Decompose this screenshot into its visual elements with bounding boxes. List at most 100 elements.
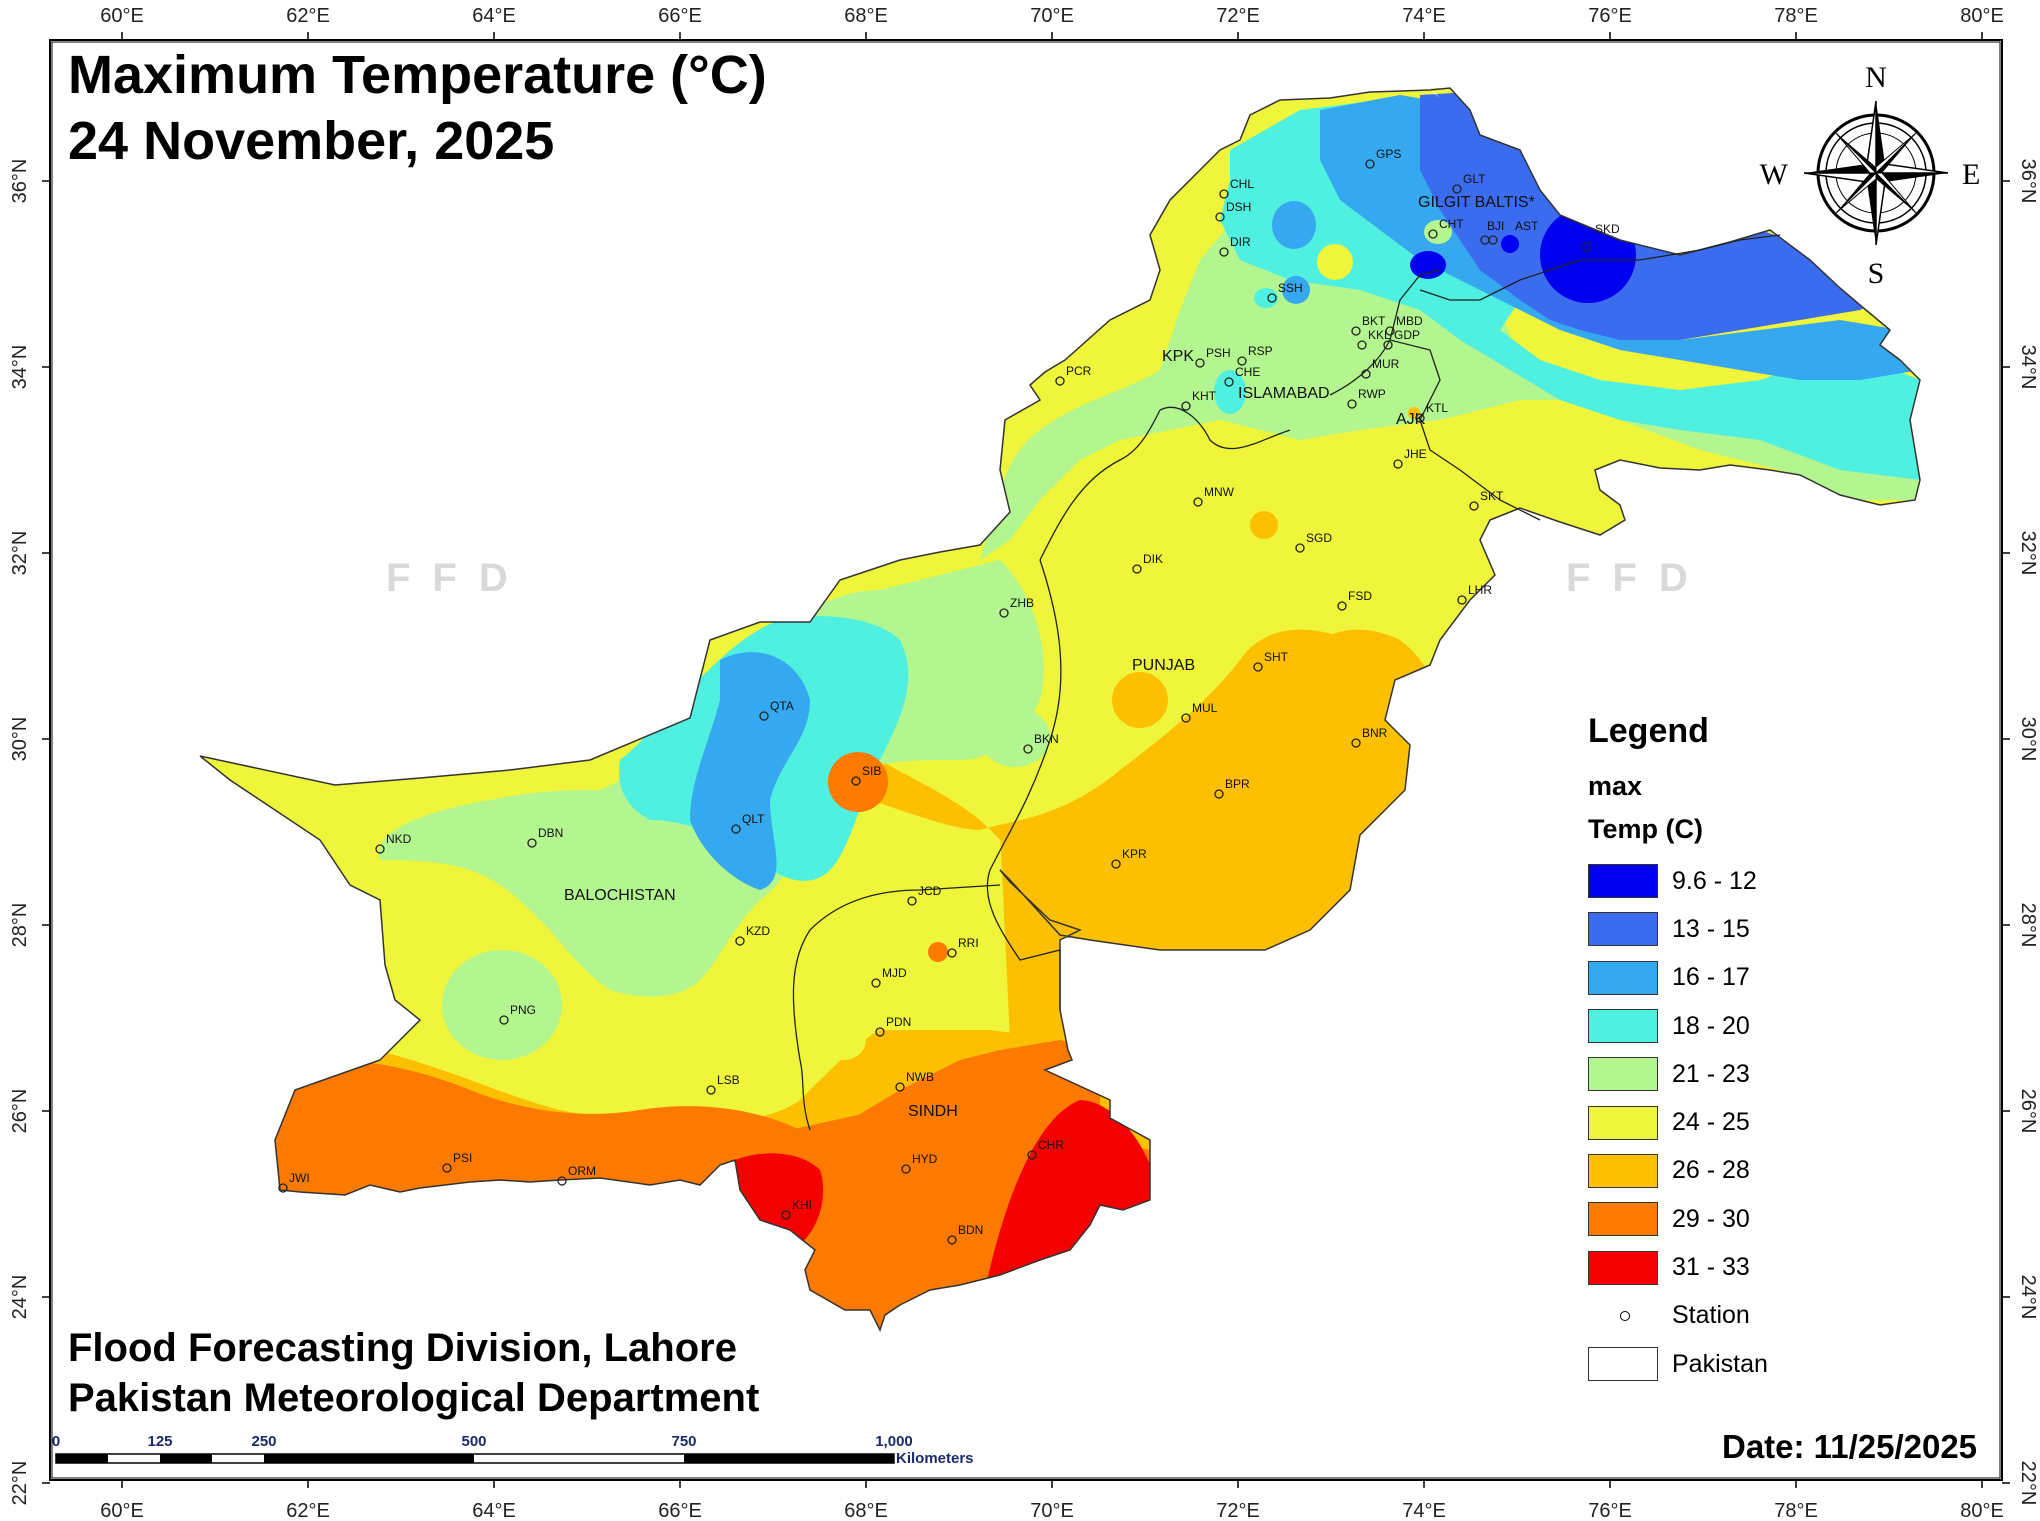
station-marker-icon[interactable] (907, 896, 917, 906)
longitude-label: 70°E (1030, 1500, 1074, 1521)
station-marker-icon[interactable] (1195, 358, 1205, 368)
station-marker-icon[interactable] (781, 1210, 791, 1220)
region-labels: GILGIT BALTIS* KPK ISLAMABAD AJK PUNJAB … (564, 194, 1535, 1120)
station-marker-icon[interactable] (1219, 189, 1229, 199)
station-marker-icon[interactable] (871, 978, 881, 988)
station-marker-icon[interactable] (851, 776, 861, 786)
station-code-label: GDP (1394, 328, 1420, 342)
station-marker-icon[interactable] (1383, 340, 1393, 350)
station-marker-icon[interactable] (1347, 399, 1357, 409)
latitude-label: 34°N (9, 345, 31, 390)
latitude-label: 28°N (9, 903, 31, 948)
station-marker-icon[interactable] (1237, 356, 1247, 366)
station-marker-icon[interactable] (557, 1176, 567, 1186)
station-marker-icon[interactable] (375, 844, 385, 854)
latitude-ticks-left: 22°N 24°N 26°N 28°N 30°N 32°N 34°N 36°N (9, 159, 50, 1506)
station-marker-icon[interactable] (1351, 326, 1361, 336)
station-marker-icon[interactable] (1181, 713, 1191, 723)
legend-class-label: 21 - 23 (1672, 1059, 1750, 1088)
station-marker-icon[interactable] (731, 824, 741, 834)
north-arrow-compass: N S E W (1760, 61, 1981, 290)
longitude-label: 68°E (844, 5, 888, 27)
legend-class-row: 26 - 28 (1588, 1147, 1818, 1195)
scale-tick-label: 125 (147, 1433, 172, 1450)
station-marker-icon[interactable] (1215, 212, 1225, 222)
station-marker-icon[interactable] (947, 1235, 957, 1245)
longitude-label: 66°E (658, 1500, 702, 1521)
watermark-right: FFD (1566, 556, 1710, 600)
station-code-label: PDN (886, 1015, 911, 1029)
station-marker-icon[interactable] (1582, 242, 1592, 252)
station-marker-icon[interactable] (1132, 564, 1142, 574)
latitude-label: 32°N (2017, 531, 2039, 576)
latitude-label: 26°N (2017, 1089, 2039, 1134)
station-marker-icon[interactable] (278, 1183, 288, 1193)
station-marker-icon[interactable] (1295, 543, 1305, 553)
station-marker-icon[interactable] (1027, 1150, 1037, 1160)
station-marker-icon[interactable] (1023, 744, 1033, 754)
station-marker-icon[interactable] (527, 838, 537, 848)
scale-tick-label: 1,000 (875, 1433, 913, 1450)
legend-class-label: 26 - 28 (1672, 1156, 1750, 1185)
latitude-label: 32°N (9, 531, 31, 576)
latitude-label: 22°N (9, 1461, 31, 1506)
station-marker-icon[interactable] (1267, 293, 1277, 303)
station-code-label: PSH (1206, 346, 1231, 360)
scale-tick-label: 250 (251, 1433, 276, 1450)
station-marker-icon[interactable] (1393, 459, 1403, 469)
station-marker-icon[interactable] (1214, 789, 1224, 799)
station-marker-icon[interactable] (1337, 601, 1347, 611)
station-marker-icon[interactable] (1351, 738, 1361, 748)
boundary-swatch (1588, 1347, 1658, 1382)
station-marker-icon[interactable] (875, 1027, 885, 1037)
scale-tick-label: 500 (461, 1433, 486, 1450)
station-marker-icon[interactable] (1361, 369, 1371, 379)
legend-class-row: 18 - 20 (1588, 1002, 1818, 1050)
credit-division: Flood Forecasting Division, Lahore (68, 1326, 737, 1370)
station-marker-icon[interactable] (759, 711, 769, 721)
legend-swatch (1588, 1153, 1658, 1188)
station-marker-icon[interactable] (1181, 401, 1191, 411)
station-marker-icon[interactable] (442, 1163, 452, 1173)
station-marker-icon[interactable] (1111, 859, 1121, 869)
region-label-punjab: PUNJAB (1132, 657, 1195, 674)
station-marker-icon[interactable] (1469, 501, 1479, 511)
station-marker-icon[interactable] (1193, 497, 1203, 507)
station-code-label: KKL (1368, 328, 1391, 342)
scale-tick-label: 750 (671, 1433, 696, 1450)
latitude-label: 36°N (2017, 159, 2039, 204)
legend-class-label: 29 - 30 (1672, 1204, 1750, 1233)
legend-swatch (1588, 1057, 1658, 1092)
station-marker-icon[interactable] (1253, 662, 1263, 672)
longitude-ticks-bottom: 60°E 62°E 64°E 66°E 68°E 70°E 72°E 74°E 76°E 78°E… (100, 1480, 2004, 1521)
longitude-label: 78°E (1774, 1500, 1818, 1521)
station-marker-icon[interactable] (1055, 376, 1065, 386)
longitude-label: 62°E (286, 1500, 330, 1521)
station-marker-icon[interactable] (735, 936, 745, 946)
station-marker-icon[interactable] (1365, 159, 1375, 169)
station-code-label: HYD (912, 1152, 938, 1166)
station-code-label: RRI (958, 936, 979, 950)
station-marker-icon[interactable] (1219, 247, 1229, 257)
station-marker-icon[interactable] (1357, 340, 1367, 350)
legend-class-label: 13 - 15 (1672, 914, 1750, 943)
station-marker-icon[interactable] (1415, 413, 1425, 423)
station-marker-icon[interactable] (999, 608, 1009, 618)
station-code-label: PCR (1066, 364, 1092, 378)
station-marker-icon[interactable] (706, 1085, 716, 1095)
station-marker-icon[interactable] (1452, 184, 1462, 194)
station-marker-icon[interactable] (1457, 595, 1467, 605)
station-marker-icon[interactable] (1428, 229, 1438, 239)
station-marker-icon[interactable] (499, 1015, 509, 1025)
station-code-label: BPR (1225, 777, 1250, 791)
legend-class-row: 21 - 23 (1588, 1050, 1818, 1098)
longitude-label: 78°E (1774, 5, 1818, 27)
station-marker-icon[interactable] (895, 1082, 905, 1092)
latitude-label: 34°N (2017, 345, 2039, 390)
station-marker-icon[interactable] (947, 948, 957, 958)
station-marker-icon[interactable] (1385, 326, 1395, 336)
station-marker-icon[interactable] (901, 1164, 911, 1174)
station-marker-icon[interactable] (1488, 235, 1498, 245)
legend-station-row: Station (1588, 1292, 1818, 1340)
station-marker-icon[interactable] (1224, 377, 1234, 387)
